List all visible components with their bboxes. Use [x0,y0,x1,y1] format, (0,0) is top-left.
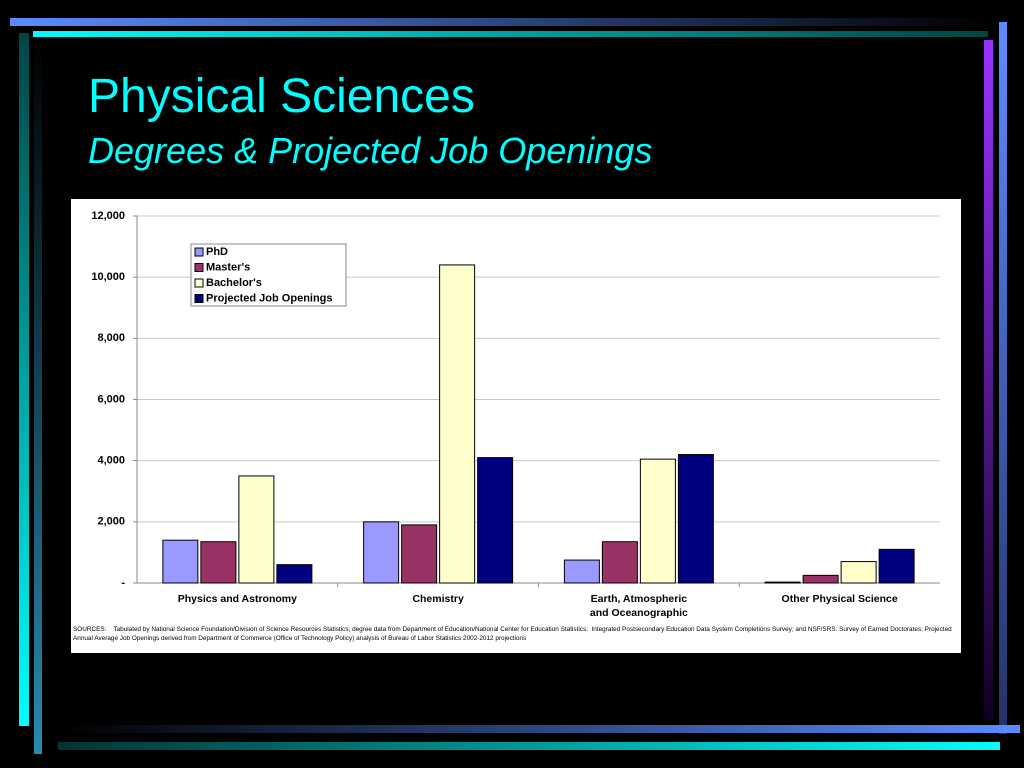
bar [639,458,676,584]
legend-label: Master's [206,261,250,273]
legend-swatch [194,247,204,257]
slide-title: Physical Sciences [88,70,475,123]
decor-bar [10,18,990,26]
source-note: SOURCES: Tabulated by National Science F… [73,626,954,642]
decor-bar [33,31,988,37]
decor-bar [984,40,993,720]
decor-bar [58,725,1020,733]
bar [238,475,275,584]
y-tick-label: 2,000 [97,516,125,528]
legend-label: Projected Job Openings [206,292,333,304]
decor-bar [34,40,42,754]
bar [439,264,476,584]
y-tick-label: 4,000 [97,455,125,467]
bar [401,524,438,584]
legend-swatch [194,278,204,288]
y-tick-label: 12,000 [91,210,125,222]
bar [563,559,600,584]
bar [363,521,400,584]
legend-swatch [194,294,204,303]
bar [162,539,199,584]
y-tick-label: - [121,577,125,589]
bar [200,541,237,584]
bar [802,574,839,584]
legend-swatch [194,263,204,272]
decor-bar [999,22,1007,734]
bar [878,548,915,584]
x-tick-label: Chemistry [412,593,464,605]
bar [276,564,313,584]
x-tick-label: Other Physical Science [781,593,898,605]
legend-label: Bachelor's [206,277,262,289]
bar [677,454,714,584]
legend-label: PhD [206,246,228,258]
slide-subtitle: Degrees & Projected Job Openings [88,130,653,171]
x-tick-label: Physics and Astronomy [177,593,297,605]
bar [840,561,877,584]
bar [764,581,801,584]
decor-bar [19,33,29,726]
y-tick-label: 6,000 [97,393,125,405]
legend-box [190,243,347,307]
x-tick-label: Earth, Atmospheric and Oceanographic [589,593,688,619]
decor-bar [58,742,1000,750]
y-tick-label: 10,000 [91,271,125,283]
y-tick-label: 8,000 [97,332,125,344]
bar [477,457,514,584]
bar [601,541,638,584]
